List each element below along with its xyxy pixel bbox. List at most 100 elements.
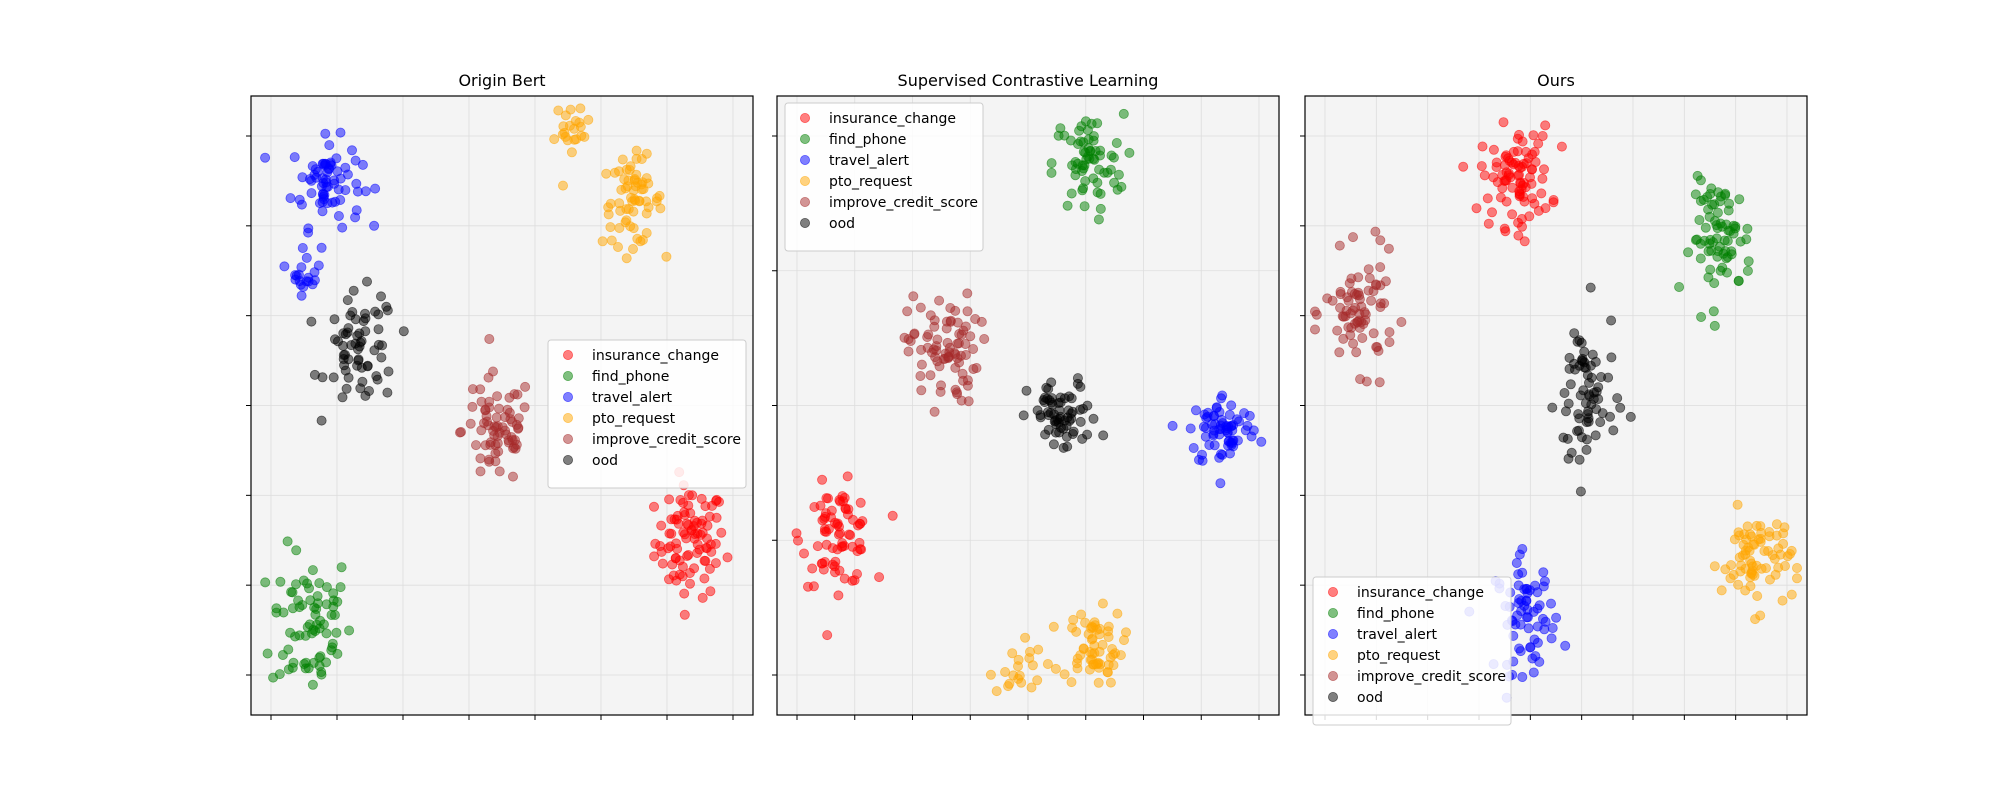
scatter-point	[962, 306, 973, 317]
scatter-point	[1539, 164, 1550, 175]
scatter-point	[316, 415, 327, 426]
legend-label: improve_credit_score	[592, 432, 741, 448]
legend-label: find_phone	[829, 132, 906, 148]
scatter-point	[1310, 306, 1321, 317]
scatter-point	[925, 310, 936, 321]
legend-marker	[1328, 671, 1339, 682]
scatter-point	[979, 333, 990, 344]
scatter-point	[1202, 411, 1213, 422]
scatter-point	[1026, 682, 1037, 693]
scatter-point	[507, 471, 518, 482]
scatter-point	[297, 242, 308, 253]
scatter-point	[1363, 264, 1374, 275]
scatter-point	[303, 227, 314, 238]
scatter-point	[1724, 198, 1735, 209]
scatter-point	[1068, 426, 1079, 437]
scatter-point	[963, 396, 974, 407]
legend-marker	[1328, 650, 1339, 661]
scatter-point	[929, 406, 940, 417]
legend-marker	[1328, 629, 1339, 640]
scatter-point	[1499, 223, 1510, 234]
scatter-point	[1512, 610, 1523, 621]
scatter-point	[1244, 410, 1255, 421]
scatter-point	[853, 520, 864, 531]
scatter-point	[1548, 197, 1559, 208]
scatter-point	[1585, 282, 1596, 293]
scatter-point	[1224, 409, 1235, 420]
scatter-point	[1512, 133, 1523, 144]
scatter-point	[346, 145, 357, 156]
scatter-point	[1077, 160, 1088, 171]
scatter-point	[1586, 372, 1597, 383]
scatter-point	[705, 586, 716, 597]
scatter-point	[943, 351, 954, 362]
scatter-point	[1580, 398, 1591, 409]
scatter-point	[1590, 356, 1601, 367]
scatter-point	[298, 281, 309, 292]
scatter-point	[929, 321, 940, 332]
scatter-point	[823, 493, 834, 504]
scatter-point	[1726, 560, 1737, 571]
scatter-point	[958, 375, 969, 386]
scatter-point	[679, 609, 690, 620]
scatter-point	[1185, 423, 1196, 434]
scatter-point	[655, 541, 666, 552]
scatter-point	[1702, 191, 1713, 202]
plot-frame	[250, 95, 754, 716]
scatter-point	[1458, 161, 1469, 172]
scatter-point	[649, 551, 660, 562]
scatter-point	[614, 198, 625, 209]
scatter-point	[485, 437, 496, 448]
scatter-point	[1118, 108, 1129, 119]
scatter-point	[1511, 558, 1522, 569]
scatter-point	[657, 558, 668, 569]
scatter-point	[1093, 214, 1104, 225]
scatter-point	[333, 210, 344, 221]
scatter-point	[331, 153, 342, 164]
scatter-point	[902, 306, 913, 317]
scatter-point	[1048, 439, 1059, 450]
scatter-point	[286, 587, 297, 598]
scatter-point	[1216, 449, 1227, 460]
scatter-point	[1040, 429, 1051, 440]
scatter-point	[1603, 372, 1614, 383]
scatter-point	[331, 627, 342, 638]
points	[791, 108, 1267, 697]
scatter-point	[1124, 147, 1135, 158]
scatter-point	[1488, 172, 1499, 183]
legend-label: ood	[1357, 690, 1383, 706]
scatter-point	[1095, 203, 1106, 214]
scatter-point	[348, 285, 359, 296]
scatter-point	[711, 494, 722, 505]
scatter-point	[553, 105, 564, 116]
scatter-point	[935, 386, 946, 397]
scatter-point	[817, 558, 828, 569]
scatter-point	[985, 669, 996, 680]
series-ood	[306, 276, 409, 426]
scatter-point	[916, 344, 927, 355]
scatter-point	[316, 667, 327, 678]
scatter-point	[317, 158, 328, 169]
series-find_phone	[1046, 108, 1135, 225]
scatter-point	[665, 541, 676, 552]
scatter-point	[1119, 635, 1130, 646]
scatter-point	[643, 202, 654, 213]
scatter-point	[376, 352, 387, 363]
scatter-point	[1018, 410, 1029, 421]
scatter-point	[1752, 591, 1763, 602]
scatter-point	[1092, 187, 1103, 198]
scatter-point	[1225, 448, 1236, 459]
scatter-point	[830, 556, 841, 567]
scatter-point	[491, 412, 502, 423]
scatter-point	[340, 329, 351, 340]
scatter-point	[821, 526, 832, 537]
scatter-point	[976, 316, 987, 327]
scatter-point	[1384, 337, 1395, 348]
scatter-point	[621, 253, 632, 264]
legend-marker	[800, 154, 811, 165]
scatter-point	[1725, 573, 1736, 584]
scatter-point	[908, 291, 919, 302]
scatter-point	[1097, 598, 1108, 609]
scatter-point	[1745, 572, 1756, 583]
scatter-point	[519, 402, 530, 413]
